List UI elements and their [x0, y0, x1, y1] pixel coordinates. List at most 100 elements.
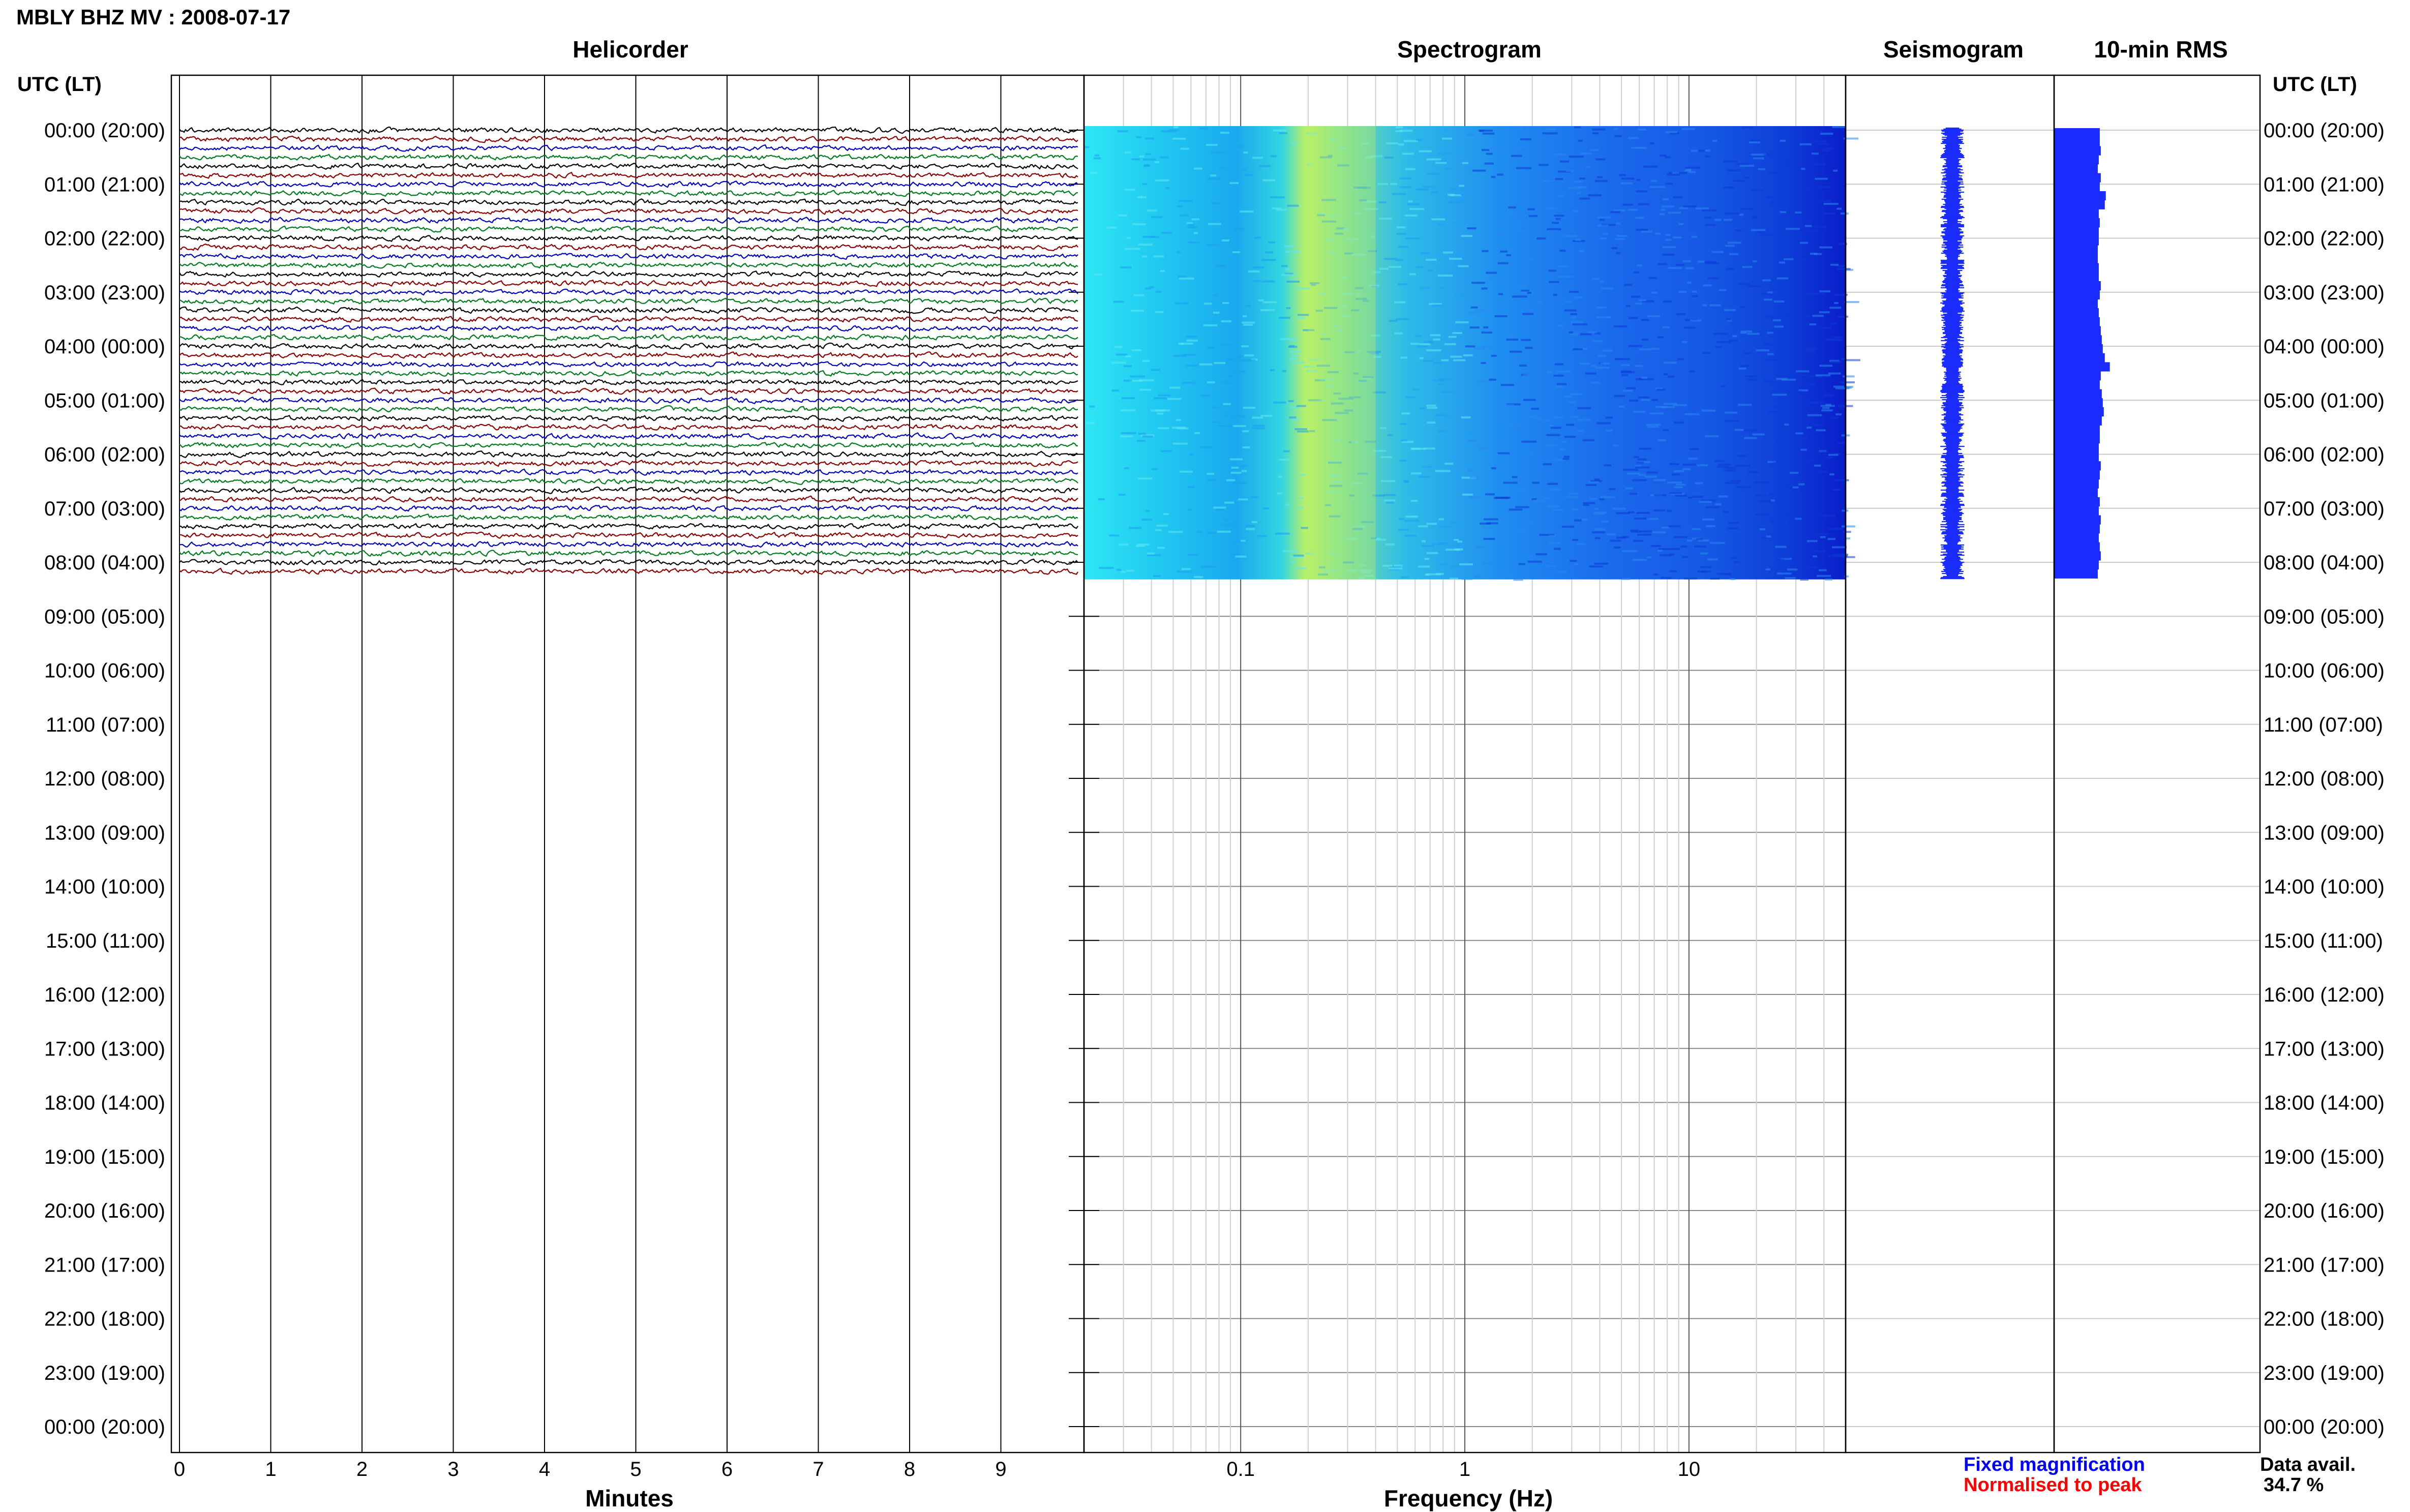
spectrogram-speckle [1764, 298, 1772, 301]
spectrogram-speckle [1624, 284, 1633, 286]
spectrogram-speckle [1523, 415, 1538, 418]
spectrogram-speckle [1122, 397, 1135, 400]
spectrogram-speckle [1609, 488, 1616, 490]
rms-bar [2055, 479, 2099, 489]
spectrogram-speckle [1280, 338, 1295, 340]
spectrogram-speckle [1252, 416, 1263, 419]
spectrogram-speckle [1770, 202, 1776, 204]
spectrogram-speckle [1439, 563, 1448, 565]
spectrogram-speckle [1497, 262, 1509, 264]
spectrogram-speckle [1776, 277, 1789, 280]
spectrogram-speckle [1455, 321, 1469, 323]
helicorder-trace [179, 567, 1078, 575]
spectrogram-speckle [1726, 318, 1731, 321]
spectrogram-speckle [1452, 332, 1462, 334]
spectrogram-speckle [1161, 130, 1177, 133]
spectrogram-speckle [1318, 293, 1326, 295]
spectrogram-speckle [1349, 482, 1363, 485]
spectrogram-speckle [1819, 365, 1833, 367]
spectrogram-speckle [1222, 239, 1229, 241]
spectrogram-speckle [1395, 130, 1402, 132]
spectrogram-speckle [1517, 146, 1527, 148]
rms-bar [2055, 542, 2100, 552]
spectrogram-speckle [1373, 449, 1387, 452]
spectrogram-speckle [1506, 254, 1511, 256]
spectrogram-speckle [1226, 479, 1236, 481]
frequency-tick-label: 1 [1459, 1458, 1470, 1480]
spectrogram-speckle [1494, 315, 1508, 317]
spectrogram-speckle [1600, 496, 1615, 498]
spectrogram-speckle [1665, 183, 1673, 185]
spectrogram-speckle [1661, 577, 1672, 579]
spectrogram-speckle [1673, 404, 1688, 406]
spectrogram-speckle [1116, 568, 1122, 571]
spectrogram-speckle [1155, 529, 1162, 531]
spectrogram-speckle [1546, 434, 1560, 436]
spectrogram-speckle [1628, 345, 1643, 347]
spectrogram-speckle [1646, 556, 1651, 559]
minute-tick-label: 9 [995, 1458, 1006, 1480]
spectrogram-speckle [1120, 435, 1133, 438]
spectrogram-speckle [1774, 325, 1784, 328]
spectrogram-speckle [1631, 147, 1647, 149]
spectrogram-speckle [1327, 251, 1336, 254]
spectrogram-speckle [1491, 530, 1503, 532]
spectrogram-speckle [1157, 412, 1164, 415]
spectrogram-speckle [1518, 490, 1526, 492]
spectrogram-speckle [1605, 416, 1613, 419]
spectrogram-speckle [1153, 575, 1161, 577]
spectrogram-speckle [1258, 299, 1264, 301]
spectrogram-speckle [1823, 213, 1836, 215]
spectrogram-speckle [1628, 511, 1635, 513]
spectrogram-speckle [1306, 132, 1318, 135]
spectrogram-speckle [1160, 450, 1172, 452]
spectrogram-speckle [1224, 501, 1234, 504]
spectrogram-speckle [1594, 180, 1608, 183]
spectrogram-speckle [1533, 500, 1546, 502]
spectrogram-speckle [1549, 425, 1554, 427]
spectrogram-speckle [1523, 399, 1536, 401]
spectrogram-speckle [1657, 336, 1664, 339]
spectrogram-speckle [1573, 209, 1578, 212]
spectrogram-speckle [1671, 473, 1680, 476]
spectrogram-speckle [1664, 403, 1677, 405]
spectrogram-speckle [1324, 238, 1335, 241]
spectrogram-speckle [1772, 319, 1781, 322]
spectrogram-speckle [1461, 235, 1473, 237]
spectrogram-speckle [1826, 457, 1833, 459]
helicorder-trace [179, 217, 1078, 224]
spectrogram-speckle [1116, 353, 1128, 356]
spectrogram-speckle [1729, 340, 1738, 342]
spectrogram-speckle [1445, 549, 1460, 551]
utc-tick-label-right: 23:00 (19:00) [2264, 1362, 2385, 1384]
spectrogram-speckle [1569, 331, 1573, 334]
spectrogram-speckle [1193, 576, 1203, 578]
helicorder-trace [179, 144, 1078, 152]
spectrogram-speckle [1646, 424, 1661, 426]
spectrogram-speckle [1419, 407, 1425, 409]
spectrogram-speckle [1578, 333, 1592, 336]
spectrogram-speckle [1405, 168, 1415, 170]
spectrogram-speckle [1583, 502, 1595, 504]
spectrogram-speckle [1165, 187, 1169, 189]
spectrogram-speckle [1402, 441, 1414, 443]
utc-header-left: UTC (LT) [17, 73, 102, 96]
spectrogram-speckle [1111, 361, 1126, 364]
spectrogram-speckle [1483, 538, 1495, 540]
spectrogram-speckle [1158, 394, 1171, 397]
spectrogram-speckle [1552, 153, 1566, 156]
spectrogram-speckle [1594, 478, 1600, 481]
spectrogram-speckle [1455, 261, 1465, 264]
helicorder-trace [179, 297, 1078, 305]
utc-tick-label-right: 00:00 (20:00) [2264, 119, 2385, 142]
spectrogram-speckle [1744, 352, 1751, 354]
spectrogram-speckle [1146, 153, 1151, 156]
spectrogram-speckle [1650, 348, 1660, 350]
spectrogram-speckle [1213, 294, 1218, 297]
spectrogram-speckle [1840, 212, 1849, 215]
spectrogram-speckle [1273, 401, 1286, 404]
spectrogram-speckle [1401, 439, 1407, 442]
spectrogram-speckle [1433, 362, 1443, 365]
helicorder-trace [179, 370, 1078, 377]
helicorder-trace [179, 504, 1078, 512]
